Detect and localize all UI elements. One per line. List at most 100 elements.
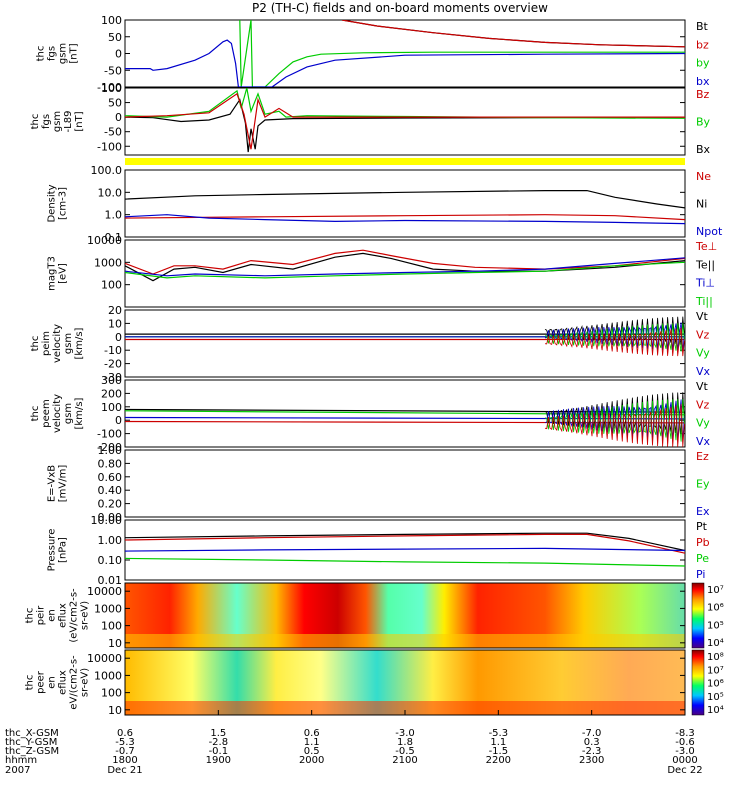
peem-tick-label: 200 — [101, 387, 122, 400]
fgs-ylabel: fgs — [47, 46, 58, 61]
xaxis-tick-z: -1.5 — [489, 746, 509, 757]
fgs-tick-label: -50 — [104, 64, 122, 77]
temp-tick-label: 10000 — [87, 234, 122, 247]
xaxis-tick-time: 2300 — [579, 755, 604, 766]
temp-series-Ti|| — [125, 261, 685, 279]
peir-ylabel: thc — [25, 608, 36, 624]
peem-noise — [544, 399, 685, 442]
peim-ylabel: gsm — [63, 333, 74, 354]
peem-series-Vz — [125, 420, 685, 424]
density-tick-label: 10.0 — [98, 186, 123, 199]
xaxis-tick-time: 2200 — [486, 755, 511, 766]
xaxis-tick-x: -3.0 — [395, 728, 415, 739]
pressure-legend-Pb: Pb — [696, 536, 710, 549]
temp-tick-label: 1000 — [94, 256, 122, 269]
peer-colorbar-tick: 10⁴ — [707, 705, 724, 716]
xaxis-tick-date: Dec 21 — [107, 765, 142, 776]
fgm-tick-label: -50 — [104, 126, 122, 139]
peer-tick-label: 10000 — [87, 652, 122, 665]
temp-series-Te⊥ — [125, 249, 685, 275]
peir-low-band — [125, 634, 685, 648]
peim-ylabel: velocity — [52, 324, 63, 363]
fgs-series-by — [239, 20, 685, 87]
peer-colorbar-tick: 10⁸ — [707, 652, 724, 663]
panel-pressure: 10.00 1.00 0.10 0.01 Pressure [nPa] Pt Pb Pe Pi — [47, 514, 710, 587]
pressure-legend-Pt: Pt — [696, 520, 708, 533]
efield-legend-Ex: Ex — [696, 505, 710, 518]
xaxis-tick-date: Dec 22 — [667, 765, 702, 776]
fgm-tick-label: -100 — [97, 140, 122, 153]
peem-frame — [124, 379, 686, 448]
peer-low-band — [125, 701, 685, 715]
efield-tick-label: 0.80 — [98, 457, 123, 470]
fgm-tick-label: 100 — [101, 82, 122, 95]
peem-ylabel: gsm — [63, 403, 74, 424]
chart-title: P2 (TH-C) fields and on-board moments ov… — [252, 1, 548, 15]
peem-tick-label: 100 — [101, 401, 122, 414]
peem-ylabel: peem — [41, 399, 52, 427]
fgm-ylabel: [nT] — [74, 111, 85, 131]
peir-frame — [124, 582, 686, 649]
peem-ylabel: velocity — [52, 394, 63, 433]
xaxis-tick-z: -0.5 — [395, 746, 415, 757]
pressure-tick-label: 0.01 — [98, 574, 123, 587]
fgs-legend-bz: bz — [696, 38, 709, 51]
fgm-legend-By: By — [696, 116, 711, 129]
pressure-series-Pt — [125, 532, 685, 552]
temp-legend-Ti||: Ti|| — [695, 295, 713, 308]
density-tick-label: 0.1 — [105, 231, 123, 244]
fgm-ylabel: fgs — [41, 114, 52, 129]
density-legend-Ni: Ni — [696, 198, 707, 211]
peem-legend-Vz: Vz — [696, 398, 710, 411]
fgm-ylabel: -L89 — [63, 111, 74, 133]
fgm-ylabel: gsm — [52, 111, 63, 132]
xaxis-tick-time: 2100 — [392, 755, 417, 766]
peer-ylabel: eV/(cm2-s- — [69, 655, 80, 710]
pressure-tick-label: 0.10 — [98, 554, 123, 567]
temp-tick-label: 100 — [101, 279, 122, 292]
peer-ylabel: sr-eV) — [80, 668, 91, 697]
xaxis-tick-y: -2.8 — [209, 737, 229, 748]
fgs-legend-by: by — [696, 57, 710, 70]
peem-legend-Vy: Vy — [696, 417, 710, 430]
peer-colorbar-tick: 10⁵ — [707, 692, 724, 703]
peim-tick-label: 10 — [108, 317, 122, 330]
fgm-frame — [124, 87, 686, 156]
fgs-tick-label: -100 — [97, 81, 122, 94]
peem-tick-label: -200 — [97, 441, 122, 454]
peim-ylabel: peim — [41, 331, 52, 356]
fgm-ylabel: thc — [30, 114, 41, 130]
xaxis-row-label: 2007 — [5, 765, 30, 776]
peim-ylabel: thc — [30, 336, 41, 352]
peir-tick-label: 100 — [101, 620, 122, 633]
peer-colorbar — [691, 649, 705, 716]
peim-noise — [544, 322, 685, 351]
fgs-legend-Bt: Bt — [696, 20, 709, 33]
peim-legend-Vx: Vx — [696, 365, 711, 378]
fgm-legend-Bz: Bz — [696, 88, 710, 101]
fgm-series-By — [125, 88, 685, 119]
peer-ylabel: thc — [25, 675, 36, 691]
efield-tick-label: 0.20 — [98, 498, 123, 511]
temp-legend-Ti⊥: Ti⊥ — [695, 277, 715, 290]
panel-density: 100.0 10.0 1.0 0.1 Density [cm-3] Ne Ni Npot — [47, 164, 723, 244]
fgs-tick-label: 100 — [101, 14, 122, 27]
xaxis-tick-x: 0.6 — [304, 728, 320, 739]
temp-ylabel: [eV] — [58, 263, 69, 284]
xaxis-tick-time: 1800 — [112, 755, 137, 766]
fgs-tick-label: 50 — [108, 31, 122, 44]
xaxis-tick-time: 1900 — [206, 755, 231, 766]
peir-ylabel: eflux — [58, 603, 69, 628]
peir-colorbar-tick: 10⁷ — [707, 585, 724, 596]
peer-tick-label: 100 — [101, 687, 122, 700]
density-frame — [124, 169, 686, 238]
temp-series-Ti⊥ — [125, 257, 685, 277]
pressure-series-Pi — [125, 547, 685, 552]
efield-legend-Ey: Ey — [696, 478, 710, 491]
xaxis-tick-z: -0.1 — [209, 746, 229, 757]
peem-tick-label: 0 — [115, 414, 122, 427]
